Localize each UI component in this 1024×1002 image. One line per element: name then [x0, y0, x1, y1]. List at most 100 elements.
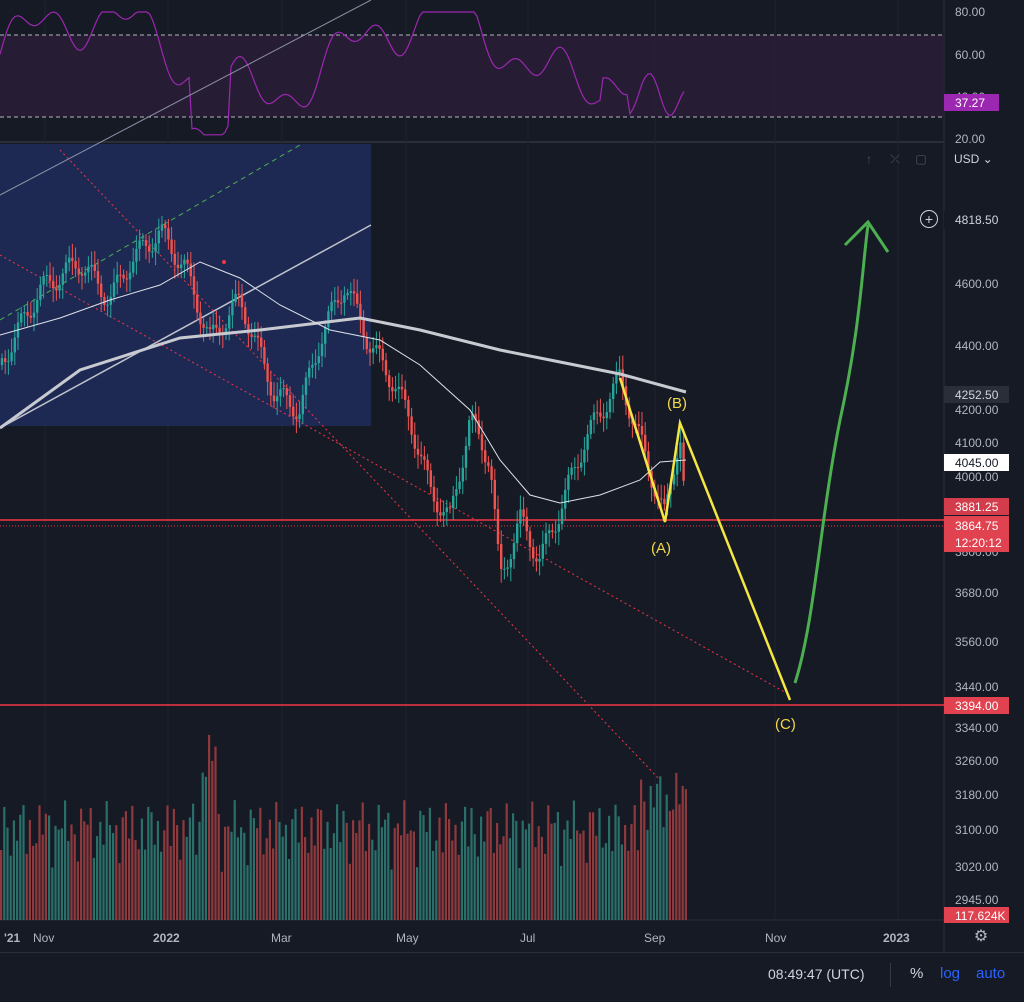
candle-body — [471, 413, 474, 421]
volume-bar — [339, 842, 342, 920]
volume-bar — [364, 850, 367, 920]
time-axis-label: Jul — [520, 931, 535, 945]
volume-bar — [92, 857, 95, 920]
volume-bar — [608, 815, 611, 920]
volume-bar — [492, 852, 495, 920]
volume-bar — [144, 849, 147, 920]
candle-body — [468, 420, 471, 446]
volume-bar — [281, 836, 284, 920]
volume-bar — [307, 852, 310, 920]
ma-long-tag-box[interactable] — [944, 386, 1009, 403]
volume-bar — [166, 805, 169, 920]
volume-bar — [358, 820, 361, 920]
last-price-box[interactable] — [944, 516, 1009, 552]
candle-body — [141, 240, 144, 242]
currency-selector[interactable]: USD ⌄ — [954, 152, 993, 166]
candle-body — [20, 313, 23, 323]
candle-body — [503, 568, 506, 570]
volume-bar — [444, 803, 447, 920]
candle-body — [368, 349, 372, 353]
rsi-line — [0, 11, 685, 136]
candle-body — [356, 293, 359, 304]
volume-bar — [579, 833, 582, 920]
volume-bar — [137, 849, 140, 920]
candle-body — [490, 466, 493, 480]
candle-body — [55, 288, 58, 291]
volume-bar — [163, 830, 166, 920]
volume-tag: 117.624K — [955, 909, 1006, 923]
candle-body — [327, 311, 330, 328]
volume-bar — [297, 842, 300, 920]
resistance-tag-box[interactable] — [944, 498, 1009, 515]
volume-bar — [160, 851, 163, 920]
candle-body — [61, 273, 64, 285]
volume-bar — [326, 821, 329, 920]
collapse-icon[interactable]: ⤫ — [890, 152, 900, 166]
volume-tag-box[interactable] — [944, 907, 1009, 923]
percent-scale-toggle[interactable]: % — [910, 965, 924, 982]
volume-bar — [150, 812, 153, 920]
candle-body — [586, 434, 589, 450]
candle-body — [432, 486, 436, 502]
volume-bar — [540, 836, 543, 920]
candle-body — [474, 413, 477, 421]
candle-body — [340, 302, 343, 304]
candle-body — [407, 399, 410, 417]
candle-body — [580, 462, 583, 468]
add-alert-button[interactable]: + — [920, 210, 938, 228]
candle-body — [621, 369, 624, 387]
candle-body — [260, 337, 263, 347]
candle-body — [487, 462, 490, 467]
volume-bar — [572, 800, 575, 920]
time-axis-label: Nov — [33, 931, 54, 945]
volume-bar — [569, 839, 572, 920]
rsi-axis-label: 60.00 — [955, 48, 985, 62]
moving-average-200 — [0, 316, 687, 430]
candle-body — [388, 375, 391, 388]
candle-body — [608, 398, 612, 413]
wave-label-a: (A) — [651, 540, 671, 557]
utc-clock[interactable]: 08:49:47 (UTC) — [768, 966, 865, 982]
rsi-axis-label: 20.00 — [955, 132, 985, 146]
volume-bar — [345, 822, 348, 920]
candle-body — [148, 245, 151, 252]
volume-bar — [348, 863, 351, 920]
volume-bar — [172, 808, 175, 920]
volume-bar — [48, 815, 51, 920]
ma-short-tag-box[interactable] — [944, 454, 1009, 471]
volume-bar — [51, 867, 54, 920]
candle-body — [93, 264, 96, 272]
candle-body — [234, 293, 237, 302]
volume-bar — [595, 835, 598, 920]
arrow-up-icon[interactable]: ↑ — [866, 152, 872, 166]
maximize-icon[interactable]: ▢ — [915, 152, 927, 166]
volume-bar — [300, 806, 303, 920]
chevron-down-icon: ⌄ — [979, 152, 993, 166]
candle-body — [215, 324, 218, 328]
volume-bar — [201, 772, 204, 920]
candle-body — [0, 358, 4, 365]
candle-body — [205, 327, 208, 329]
volume-bar — [54, 825, 57, 920]
volume-bar — [611, 851, 614, 920]
price-axis-label: 4000.00 — [955, 470, 999, 484]
volume-bar — [214, 746, 217, 920]
volume-bar — [320, 809, 323, 920]
alert-target-tag-box[interactable] — [944, 211, 1009, 228]
volume-bar — [230, 831, 233, 920]
time-axis-label: Nov — [765, 931, 786, 945]
volume-bar — [227, 826, 230, 920]
candle-body — [157, 230, 160, 244]
auto-scale-toggle[interactable]: auto — [976, 965, 1006, 982]
candle-body — [400, 386, 404, 390]
candle-body — [372, 348, 375, 353]
support-tag-box[interactable] — [944, 697, 1009, 714]
channel-highlight — [0, 144, 371, 426]
log-scale-toggle[interactable]: log — [940, 965, 961, 982]
gear-icon[interactable]: ⚙ — [973, 928, 989, 945]
candle-body — [522, 509, 525, 517]
candle-body — [359, 303, 362, 321]
volume-bar — [566, 820, 569, 920]
